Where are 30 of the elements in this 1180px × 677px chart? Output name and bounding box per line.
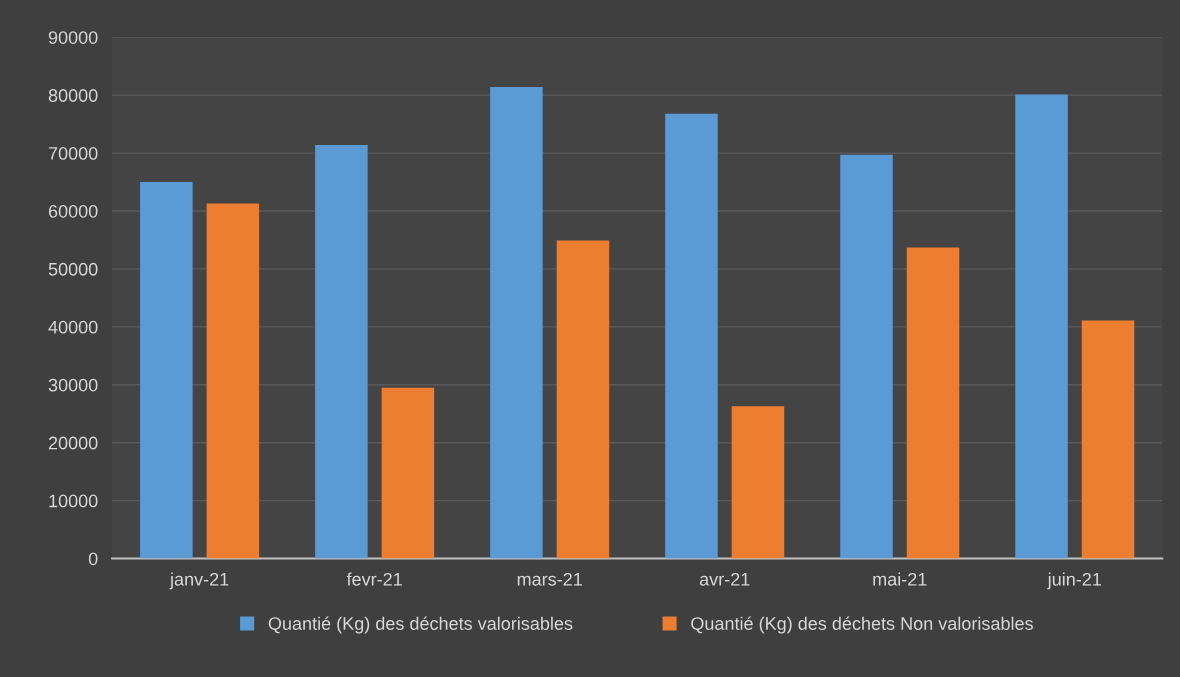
- x-tick-label: fevr-21: [346, 572, 402, 586]
- y-tick-label: 40000: [48, 320, 98, 334]
- x-tick-label: mai-21: [873, 572, 927, 586]
- bar: [665, 113, 718, 559]
- y-tick-label: 10000: [49, 494, 98, 508]
- y-tick-label: 50000: [48, 262, 98, 276]
- x-tick-label: mars-21: [517, 572, 582, 586]
- y-tick-label: 20000: [48, 436, 98, 450]
- x-tick-label: avr-21: [699, 572, 750, 586]
- bar: [1015, 94, 1068, 559]
- bar: [206, 203, 260, 559]
- y-tick-label: 0: [88, 552, 98, 566]
- y-tick-label: 60000: [48, 204, 98, 218]
- y-tick-label: 30000: [48, 378, 98, 392]
- x-tick-label: juin-21: [1047, 572, 1102, 590]
- bar: [906, 247, 960, 559]
- y-tick-label: 90000: [48, 31, 98, 44]
- bar: [731, 406, 785, 559]
- x-tick-label: janv-21: [169, 572, 229, 590]
- legend-label: Quantié (Kg) des déchets valorisables: [268, 616, 573, 634]
- bar: [315, 144, 368, 559]
- bar: [1081, 320, 1135, 559]
- legend-label: Quantié (Kg) des déchets Non valorisables: [691, 616, 1033, 634]
- bar: [840, 154, 893, 559]
- bar: [381, 387, 435, 559]
- bar: [556, 240, 610, 559]
- bar: [490, 87, 543, 559]
- y-tick-label: 70000: [48, 147, 98, 160]
- y-tick-label: 80000: [48, 89, 98, 102]
- bar: [140, 182, 193, 559]
